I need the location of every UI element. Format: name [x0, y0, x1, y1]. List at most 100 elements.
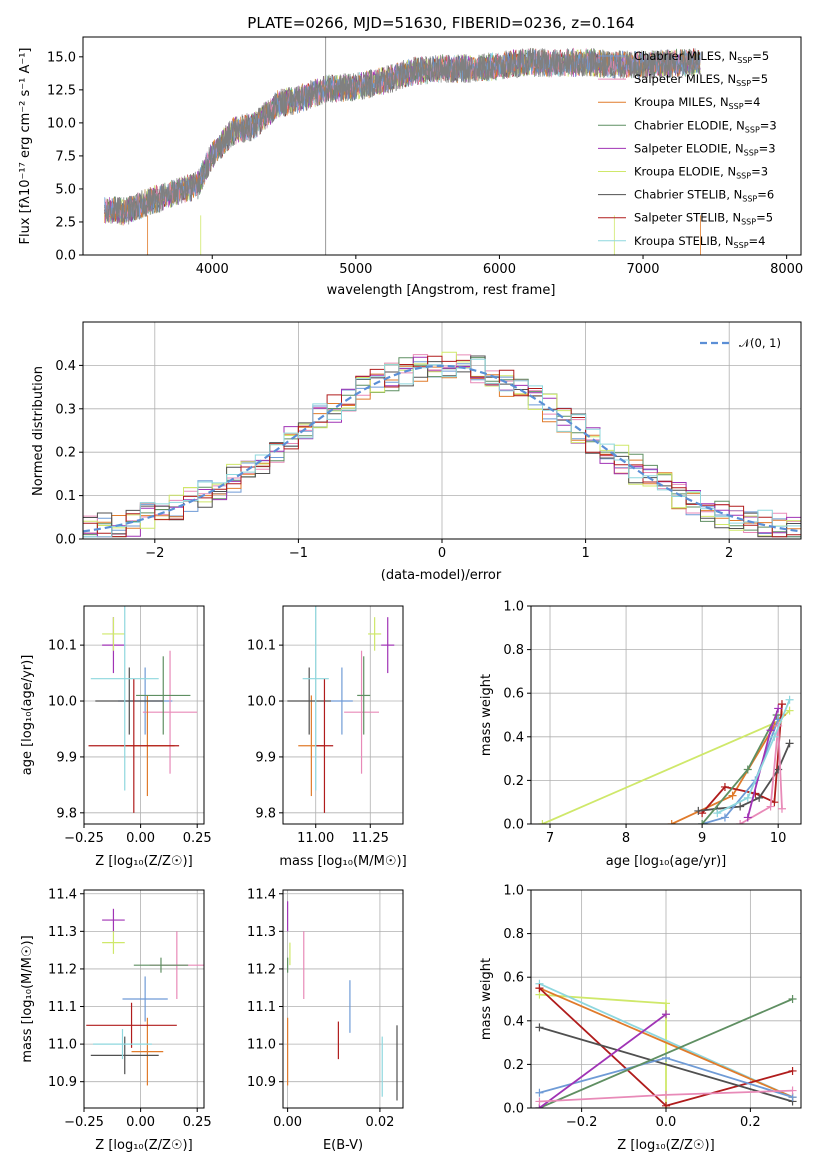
weight-vs-Z-xtick-label: 0.0 — [656, 1115, 677, 1130]
weight-vs-z-ylabel: mass weight — [479, 958, 494, 1040]
weight-line — [539, 987, 793, 1098]
legend-entry-suffix: =5 — [752, 49, 769, 63]
weight-vs-age-ylabel: mass weight — [479, 674, 494, 756]
weight-point — [788, 995, 797, 1003]
weight-vs-age-xtick-label: 8 — [622, 831, 630, 846]
legend-entry-label: Chabrier STELIB, N — [634, 188, 742, 202]
weight-vs-Z-xtick-label: 0.2 — [740, 1115, 761, 1130]
weight-vs-age-ytick-label: 0.8 — [503, 643, 524, 658]
weight-point — [785, 695, 794, 704]
mass-vs-Z-ytick-label: 11.4 — [48, 887, 77, 902]
mass-vs-Z-ytick-label: 11.3 — [48, 925, 77, 940]
legend-entry-label: Chabrier MILES, N — [634, 49, 737, 63]
mass-vs-ebv-ytick-label: 10.9 — [247, 1075, 276, 1090]
age-vs-Z-xtick-label: 0.00 — [126, 831, 155, 846]
legend-entry: Salpeter STELIB, NSSP=5 — [634, 211, 773, 227]
weight-point — [785, 706, 794, 715]
weight-point — [720, 813, 729, 822]
residuals-ytick-label: 0.1 — [55, 489, 76, 504]
weight-point — [713, 809, 722, 818]
weight-point — [736, 820, 745, 824]
weight-line — [716, 699, 791, 814]
weight-point — [777, 700, 786, 709]
weight-line — [701, 714, 778, 824]
weight-vs-age-frame — [530, 605, 802, 825]
mass-vs-z-xlabel: Z [log₁₀(Z/Z☉)] — [95, 1138, 192, 1153]
mass-vs-ebv-xlabel: E(B-V) — [323, 1138, 363, 1153]
weight-point — [788, 1086, 797, 1095]
mass-vs-ebv-ytick-label: 11.4 — [247, 887, 276, 902]
weight-vs-Z-ytick-label: 0.6 — [503, 971, 524, 986]
weight-vs-Z-ytick-label: 0.2 — [503, 1058, 524, 1073]
residuals-xtick-label: −2 — [145, 546, 164, 561]
weight-line — [701, 719, 780, 824]
spectrum-ytick-label: 2.5 — [55, 215, 76, 230]
mass-vs-Z-xtick-label: 0.25 — [183, 1115, 212, 1130]
weight-point — [777, 804, 786, 813]
residuals-xtick-label: 0 — [438, 546, 446, 561]
weight-point — [766, 726, 775, 735]
weight-point — [535, 1088, 544, 1097]
weight-vs-age-ytick-label: 0.4 — [503, 730, 524, 745]
spectrum-ytick-label: 10.0 — [47, 116, 76, 131]
weight-point — [667, 820, 676, 824]
legend-entry-label: Salpeter MILES, N — [634, 72, 736, 86]
spectrum-frame — [82, 36, 802, 256]
mass-vs-ebv-ytick-label: 11.0 — [247, 1038, 276, 1053]
age-vs-Z-xtick-label: −0.25 — [64, 831, 104, 846]
age-vs-z-panel: −0.25 0.00 0.25 9.8 9.9 10.0 10.1 Z [log₁₀(Z/Z… — [20, 605, 212, 869]
age-vs-mass-plot-area — [287, 606, 395, 813]
age-vs-mass-ytick-label: 9.9 — [255, 750, 276, 765]
legend-entry: Kroupa STELIB, NSSP=4 — [634, 234, 765, 250]
weight-vs-age-plot-area — [538, 695, 794, 824]
weight-vs-age-panel: 7 8 9 10 0.0 0.2 0.4 0.6 0.8 1.0 age [log₁₀(age/y… — [479, 600, 802, 869]
age-vs-mass-xlabel: mass [log₁₀(M/M☉)] — [279, 854, 406, 869]
mass-vs-z-panel: −0.25 0.00 0.25 10.9 11.0 11.1 11.2 11.3 11.4 Z … — [20, 887, 212, 1153]
weight-vs-age-xtick-label: 9 — [698, 831, 706, 846]
spectrum-ytick-label: 7.5 — [55, 149, 76, 164]
spectrum-xtick-label: 5000 — [339, 262, 372, 277]
legend-entry-sub: SSP — [734, 241, 749, 250]
residuals-ytick-label: 0.4 — [55, 359, 76, 374]
weight-vs-age-xtick-label: 10 — [770, 831, 787, 846]
legend-entry: Chabrier ELODIE, NSSP=3 — [634, 118, 777, 134]
gaussian-legend-label: 𝒩(0, 1) — [739, 336, 781, 350]
weight-point — [785, 739, 794, 748]
weight-point — [662, 999, 670, 1008]
legend-entry-label: Kroupa STELIB, N — [634, 234, 734, 248]
weight-vs-age-ytick-label: 0.0 — [503, 818, 524, 833]
mass-vs-Z-xtick-label: 0.00 — [126, 1115, 155, 1130]
mass-vs-Z-xtick-label: −0.25 — [64, 1115, 104, 1130]
weight-point — [662, 1101, 670, 1108]
weight-line — [739, 725, 783, 824]
legend-entry-suffix: =5 — [756, 211, 773, 225]
weight-line — [538, 1013, 667, 1108]
weight-vs-Z-ytick-label: 0.4 — [503, 1014, 524, 1029]
weight-line — [542, 709, 791, 824]
weight-point — [720, 782, 729, 791]
age-vs-mass-xtick-label: 11.00 — [297, 831, 334, 846]
legend-entry-suffix: =4 — [749, 234, 766, 248]
residuals-ytick-label: 0.3 — [55, 402, 76, 417]
weight-vs-Z-plot-area — [535, 979, 797, 1108]
legend-entry-label: Kroupa ELODIE, N — [634, 165, 736, 179]
age-vs-Z-ytick-label: 10.0 — [48, 695, 77, 710]
residuals-xtick-label: 1 — [581, 546, 589, 561]
weight-vs-Z-ytick-label: 1.0 — [503, 884, 524, 899]
weight-point — [694, 806, 703, 815]
age-vs-Z-ytick-label: 10.1 — [48, 639, 77, 654]
legend-entry-suffix: =5 — [751, 72, 768, 86]
spectrum-xtick-label: 4000 — [196, 262, 229, 277]
weight-point — [743, 765, 752, 774]
residuals-xtick-label: 2 — [725, 546, 733, 561]
mass-vs-ebv-ytick-label: 11.1 — [247, 1000, 276, 1015]
legend-entry: Chabrier STELIB, NSSP=6 — [634, 188, 774, 204]
age-vs-mass-xtick-label: 11.25 — [352, 831, 389, 846]
weight-vs-age-xlabel: age [log₁₀(age/yr)] — [606, 854, 727, 869]
spectrum-ylabel: Flux [fλ10⁻¹⁷ erg cm⁻² s⁻¹ A⁻¹] — [18, 48, 33, 245]
weight-point — [774, 704, 783, 713]
legend-entry-suffix: =3 — [751, 165, 768, 179]
legend-entry: Salpeter ELODIE, NSSP=3 — [634, 141, 776, 157]
weight-vs-age-ytick-label: 0.2 — [503, 774, 524, 789]
mass-vs-ebv-ytick-label: 11.3 — [247, 925, 276, 940]
